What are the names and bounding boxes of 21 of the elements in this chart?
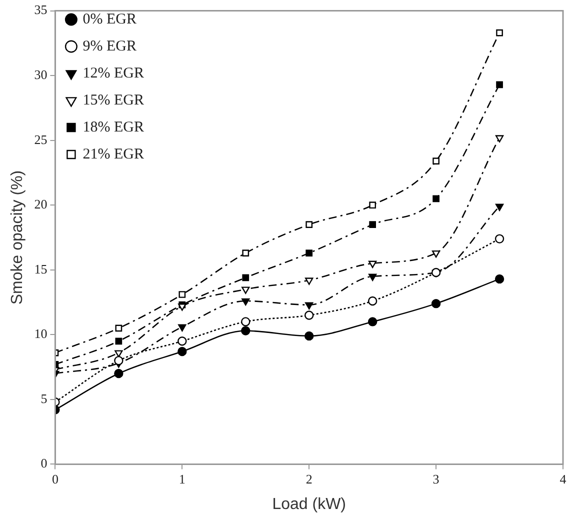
x-tick-label: 2 [306,471,312,486]
legend-label: 12% EGR [82,65,144,82]
y-tick-label: 25 [34,132,48,147]
y-tick-label: 30 [34,66,48,82]
legend-label: 18% EGR [82,119,144,136]
y-tick-label: 15 [34,261,48,276]
y-tick-label: 20 [34,196,48,212]
legend-label: 0% EGR [82,11,136,28]
x-tick-label: 1 [178,471,186,486]
y-tick-label: 0 [40,456,48,471]
x-tick-label: 0 [52,471,58,486]
legend-label: 9% EGR [82,38,136,54]
y-tick-label: 10 [34,326,48,342]
y-axis-title: Smoke opacity (%) [9,170,26,305]
x-tick-label: 4 [560,471,567,486]
legend-label: 15% EGR [82,92,144,108]
x-axis-title: Load (kW) [272,496,346,513]
x-tick-label: 3 [432,471,440,486]
y-tick-label: 5 [40,390,48,406]
legend-label: 21% EGR [82,146,144,162]
y-tick-label: 35 [34,2,48,18]
